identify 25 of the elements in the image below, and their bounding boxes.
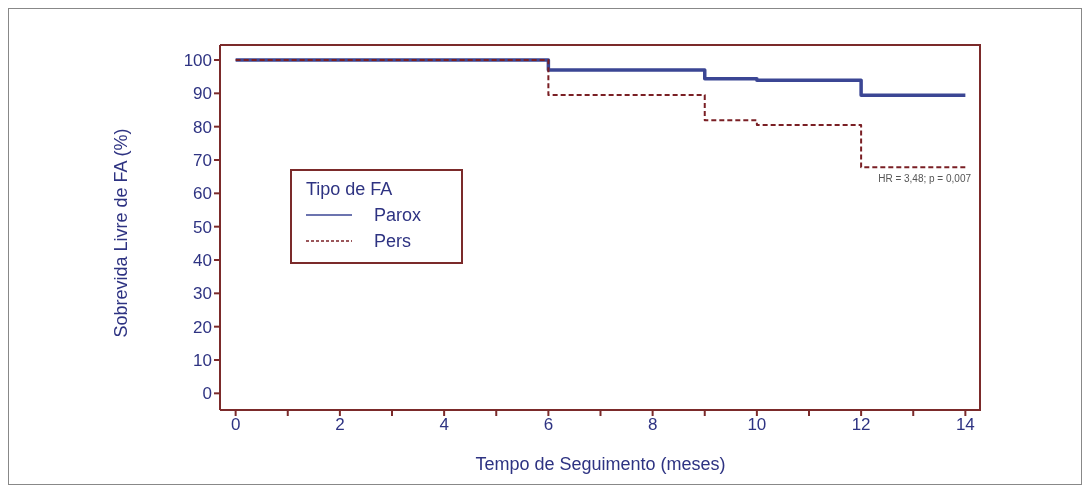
x-axis-title: Tempo de Seguimento (meses) [475, 454, 726, 474]
x-tick-label: 10 [747, 415, 767, 435]
legend-title: Tipo de FA [306, 179, 394, 200]
y-tick-label: 60 [193, 184, 212, 204]
x-tick-label: 12 [851, 415, 871, 435]
y-tick-label: 20 [193, 317, 212, 337]
y-axis-title: Sobrevida Livre de FA (%) [111, 128, 132, 338]
y-tick-label: 80 [193, 117, 212, 137]
x-tick-label: 4 [439, 415, 449, 435]
x-tick-label: 14 [955, 415, 975, 435]
y-tick-label: 50 [193, 217, 212, 237]
y-tick-label: 0 [202, 384, 212, 404]
y-tick-label: 70 [193, 151, 212, 171]
annotation: HR = 3,48; p = 0,007 [878, 173, 971, 184]
legend-label: Pers [374, 230, 412, 253]
y-tick-label: 10 [193, 351, 212, 371]
x-tick-label: 0 [230, 415, 241, 435]
y-tick-label: 100 [183, 51, 212, 71]
x-tick-label: 8 [647, 415, 658, 435]
legend-label: Parox [374, 204, 422, 227]
x-tick-label: 2 [335, 415, 345, 435]
x-tick-label: 6 [543, 415, 554, 435]
y-tick-label: 30 [193, 284, 212, 304]
y-tick-label: 90 [193, 84, 212, 104]
y-tick-label: 40 [193, 251, 212, 271]
